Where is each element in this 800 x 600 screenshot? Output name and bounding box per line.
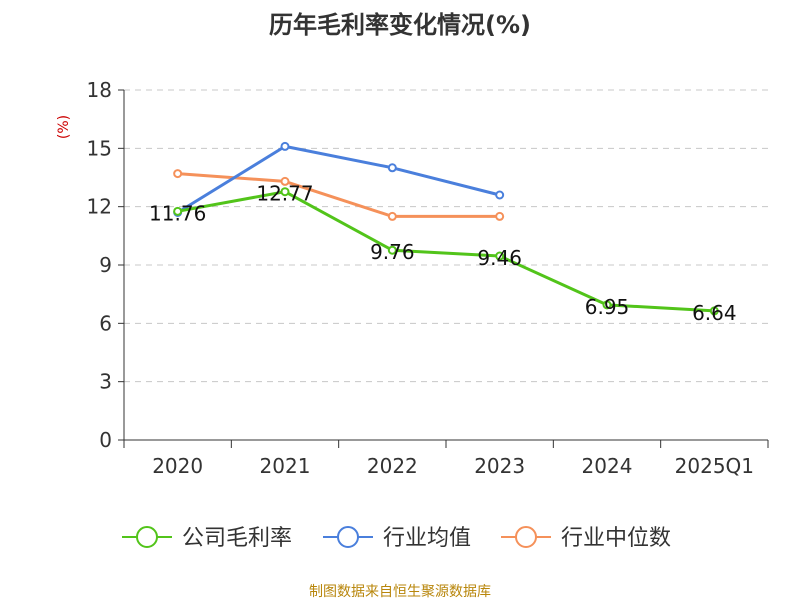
- y-tick-label: 18: [87, 78, 112, 102]
- y-axis-unit-label: (%): [56, 115, 72, 139]
- series-line: [177, 190, 715, 313]
- series-2: [173, 169, 505, 221]
- data-label: 11.76: [149, 201, 206, 225]
- grid-lines: [124, 89, 768, 383]
- data-point[interactable]: [602, 300, 612, 310]
- x-tick-label: 2022: [367, 454, 418, 478]
- y-tick-label: 15: [87, 136, 112, 160]
- axes: 0 3 6 9 12 15 18 2020 2021 2022 2023 2024 2025Q1: [87, 78, 769, 478]
- data-point[interactable]: [387, 163, 397, 173]
- legend[interactable]: 公司毛利率 行业均值 行业中位数: [122, 526, 671, 551]
- x-tick-label: 2023: [474, 454, 525, 478]
- series-1: [173, 141, 505, 217]
- legend-marker: [136, 526, 158, 548]
- legend-item[interactable]: 行业均值: [323, 526, 471, 551]
- x-tick-label: 2024: [582, 454, 633, 478]
- data-point[interactable]: [387, 211, 397, 221]
- series-line: [176, 144, 501, 214]
- legend-label: 公司毛利率: [182, 526, 292, 551]
- legend-item[interactable]: 公司毛利率: [122, 526, 292, 551]
- data-label: 9.76: [370, 240, 415, 264]
- x-tick-label: 2021: [260, 454, 311, 478]
- data-point[interactable]: [173, 169, 183, 179]
- series-0: [173, 187, 719, 316]
- data-point[interactable]: [495, 190, 505, 200]
- data-label: 6.95: [585, 295, 630, 319]
- data-labels: 11.76 12.77 9.76 9.46 6.95 6.64: [149, 182, 737, 325]
- data-point[interactable]: [495, 211, 505, 221]
- legend-marker: [337, 526, 359, 548]
- legend-label: 行业均值: [383, 526, 471, 551]
- y-tick-label: 6: [99, 311, 112, 335]
- data-point[interactable]: [280, 141, 290, 151]
- data-point[interactable]: [709, 306, 719, 316]
- data-point[interactable]: [173, 206, 183, 216]
- data-label: 6.64: [692, 301, 737, 325]
- legend-label: 行业中位数: [561, 526, 671, 551]
- y-tick-label: 12: [87, 195, 112, 219]
- data-point[interactable]: [280, 176, 290, 186]
- x-tick-label: 2020: [152, 454, 203, 478]
- data-label: 12.77: [256, 182, 313, 206]
- series-layer: [173, 141, 719, 316]
- legend-item[interactable]: 行业中位数: [501, 526, 671, 551]
- data-point[interactable]: [387, 245, 397, 255]
- series-line: [177, 172, 500, 218]
- data-point[interactable]: [495, 251, 505, 261]
- chart-title: 历年毛利率变化情况(%): [269, 11, 531, 39]
- data-point[interactable]: [280, 187, 290, 197]
- source-note: 制图数据来自恒生聚源数据库: [309, 584, 491, 600]
- legend-marker: [515, 526, 537, 548]
- x-tick-label: 2025Q1: [675, 454, 754, 478]
- y-tick-label: 3: [99, 370, 112, 394]
- y-tick-label: 9: [99, 253, 112, 277]
- y-tick-label: 0: [99, 428, 112, 452]
- data-label: 9.46: [477, 246, 522, 270]
